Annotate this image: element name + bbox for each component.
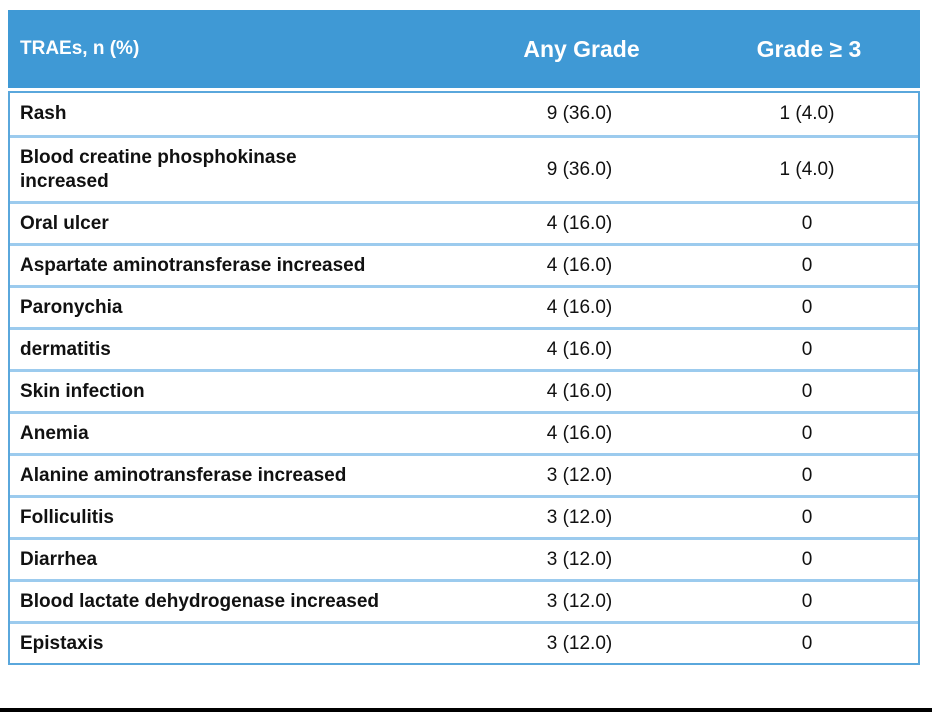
any-grade-value: 3 (12.0) xyxy=(546,590,613,612)
adverse-event-label: Aspartate aminotransferase increased xyxy=(20,254,366,276)
grade-ge3-value: 0 xyxy=(801,296,813,318)
adverse-event-label: Blood creatine phosphokinase increased xyxy=(10,146,463,194)
table-row: Anemia 4 (16.0) 0 xyxy=(10,411,918,453)
table-row: Folliculitis 3 (12.0) 0 xyxy=(10,495,918,537)
grade-ge3-value: 0 xyxy=(801,212,813,234)
table-row: Aspartate aminotransferase increased 4 (… xyxy=(10,243,918,285)
any-grade-value: 4 (16.0) xyxy=(546,380,613,402)
table-row: Blood lactate dehydrogenase increased 3 … xyxy=(10,579,918,621)
column-header-traes: TRAEs, n (%) xyxy=(20,38,140,60)
grade-ge3-value: 0 xyxy=(801,338,813,360)
column-header-grade-ge3: Grade ≥ 3 xyxy=(756,35,862,62)
grade-ge3-value: 0 xyxy=(801,506,813,528)
trae-table: TRAEs, n (%) Any Grade Grade ≥ 3 Rash 9 … xyxy=(8,10,920,665)
any-grade-value: 4 (16.0) xyxy=(546,212,613,234)
adverse-event-label: Paronychia xyxy=(20,296,123,318)
table-row: Skin infection 4 (16.0) 0 xyxy=(10,369,918,411)
any-grade-value: 4 (16.0) xyxy=(546,254,613,276)
any-grade-value: 4 (16.0) xyxy=(546,296,613,318)
table-row: Diarrhea 3 (12.0) 0 xyxy=(10,537,918,579)
table-body: Rash 9 (36.0) 1 (4.0) Blood creatine pho… xyxy=(8,91,920,665)
grade-ge3-value: 0 xyxy=(801,590,813,612)
table-row: Paronychia 4 (16.0) 0 xyxy=(10,285,918,327)
table-header-row: TRAEs, n (%) Any Grade Grade ≥ 3 xyxy=(8,10,920,88)
adverse-event-label: Folliculitis xyxy=(20,506,114,528)
adverse-event-label: dermatitis xyxy=(20,338,111,360)
any-grade-value: 3 (12.0) xyxy=(546,632,613,654)
adverse-event-label: Alanine aminotransferase increased xyxy=(20,464,347,486)
adverse-event-label: Diarrhea xyxy=(20,548,98,570)
any-grade-value: 9 (36.0) xyxy=(546,158,613,180)
column-header-any-grade: Any Grade xyxy=(523,35,640,62)
table-row: Blood creatine phosphokinase increased 9… xyxy=(10,135,918,201)
grade-ge3-value: 0 xyxy=(801,422,813,444)
table-row: Oral ulcer 4 (16.0) 0 xyxy=(10,201,918,243)
grade-ge3-value: 1 (4.0) xyxy=(779,103,835,124)
table-row: Epistaxis 3 (12.0) 0 xyxy=(10,621,918,663)
grade-ge3-value: 0 xyxy=(801,254,813,276)
table-row: Rash 9 (36.0) 1 (4.0) xyxy=(10,93,918,135)
slide-bottom-rule xyxy=(0,708,932,712)
grade-ge3-value: 1 (4.0) xyxy=(779,158,835,180)
adverse-event-label: Rash xyxy=(20,103,67,125)
adverse-event-label-text: Blood creatine phosphokinase increased xyxy=(20,146,297,192)
grade-ge3-value: 0 xyxy=(801,464,813,486)
adverse-event-label: Skin infection xyxy=(20,380,145,402)
grade-ge3-value: 0 xyxy=(801,548,813,570)
table-row: dermatitis 4 (16.0) 0 xyxy=(10,327,918,369)
any-grade-value: 4 (16.0) xyxy=(546,422,613,444)
any-grade-value: 3 (12.0) xyxy=(546,548,613,570)
any-grade-value: 4 (16.0) xyxy=(546,338,613,360)
table-row: Alanine aminotransferase increased 3 (12… xyxy=(10,453,918,495)
any-grade-value: 9 (36.0) xyxy=(546,103,613,124)
adverse-event-label: Anemia xyxy=(20,422,89,444)
grade-ge3-value: 0 xyxy=(801,380,813,402)
any-grade-value: 3 (12.0) xyxy=(546,464,613,486)
any-grade-value: 3 (12.0) xyxy=(546,506,613,528)
grade-ge3-value: 0 xyxy=(801,632,813,654)
adverse-event-label: Oral ulcer xyxy=(20,212,109,234)
adverse-event-label: Blood lactate dehydrogenase increased xyxy=(20,590,380,612)
adverse-event-label: Epistaxis xyxy=(20,632,104,654)
